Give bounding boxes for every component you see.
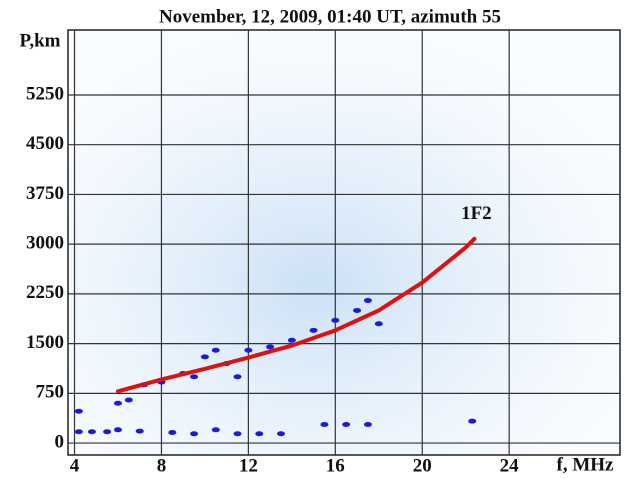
x-tick-label: 20 [413, 455, 432, 476]
echo-point [363, 422, 372, 428]
echo-point [255, 431, 264, 437]
echo-point [74, 408, 83, 414]
x-tick-label: 16 [326, 455, 345, 476]
echo-point [342, 422, 351, 428]
x-axis-label: f, MHz [557, 454, 615, 475]
echo-point [135, 428, 144, 434]
echo-point [74, 429, 83, 435]
plot-frame [67, 29, 621, 456]
x-tick-label: 8 [157, 455, 167, 476]
echo-point [200, 354, 209, 360]
echo-point [233, 431, 242, 437]
echo-point [168, 429, 177, 435]
echo-point [211, 427, 220, 433]
y-tick-label: 1500 [26, 332, 64, 353]
echo-point [113, 400, 122, 406]
y-tick-label: 750 [36, 382, 65, 403]
echo-point [87, 429, 96, 435]
echo-point [353, 307, 362, 313]
echo-point [287, 337, 296, 343]
echo-point [103, 429, 112, 435]
echo-point [113, 427, 122, 433]
y-tick-label: 3750 [26, 183, 64, 204]
y-tick-label: 3000 [26, 233, 64, 254]
echo-point [363, 298, 372, 304]
echo-point [190, 374, 199, 380]
y-tick-label: 4500 [26, 133, 64, 154]
background-noise [68, 30, 620, 455]
y-tick-label: 0 [55, 431, 65, 452]
echo-point [468, 418, 477, 424]
echo-point [331, 317, 340, 323]
curve [115, 236, 477, 394]
y-tick-label: 2250 [26, 282, 64, 303]
echo-point [124, 397, 133, 403]
echo-point [244, 347, 253, 353]
echo-point [309, 327, 318, 333]
echo-point [233, 374, 242, 380]
x-tick-label: 4 [70, 455, 80, 476]
x-tick-label: 24 [500, 455, 520, 476]
y-axis-label: P,km [19, 30, 60, 51]
echo-point [374, 321, 383, 327]
echo-point [276, 431, 285, 437]
echo-point [320, 422, 329, 428]
y-tick-label: 5250 [26, 83, 64, 104]
chart-title: November, 12, 2009, 01:40 UT, azimuth 55 [159, 6, 501, 27]
x-tick-label: 12 [239, 455, 258, 476]
curve-label: 1F2 [461, 203, 492, 224]
echo-point [266, 344, 275, 350]
echo-point [190, 431, 199, 437]
echo-point [211, 347, 220, 353]
